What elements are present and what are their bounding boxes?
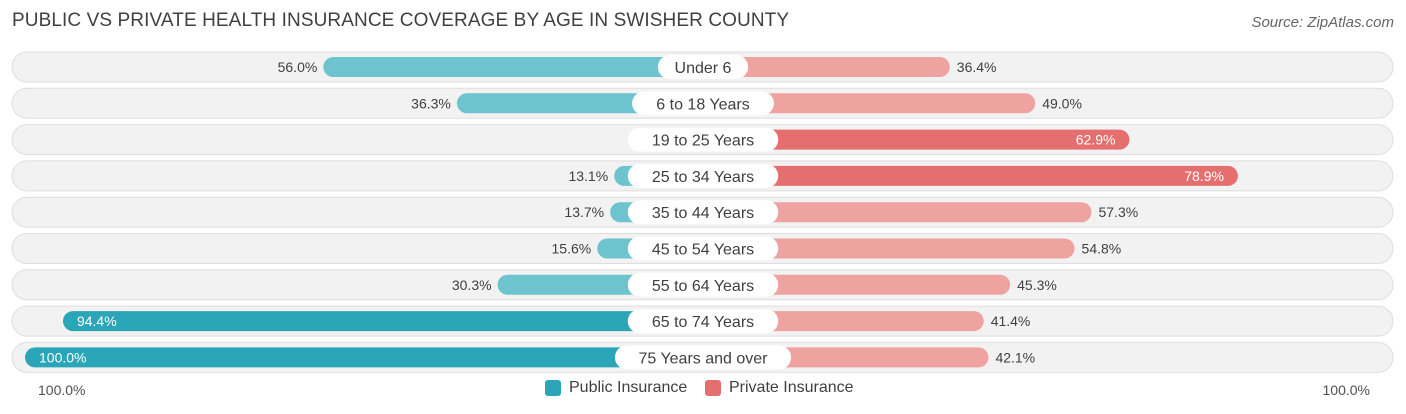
category-label: 55 to 64 Years bbox=[652, 278, 754, 295]
public-value-label: 94.4% bbox=[77, 313, 117, 329]
private-value-label: 62.9% bbox=[1076, 132, 1116, 148]
category-pill bbox=[627, 272, 779, 297]
public-value-label: 13.1% bbox=[568, 168, 608, 184]
private-bar bbox=[703, 129, 1130, 150]
private-bar bbox=[703, 238, 1075, 259]
private-bar bbox=[703, 93, 1036, 114]
category-pill bbox=[627, 127, 779, 152]
category-pill bbox=[627, 200, 779, 225]
category-label: 25 to 34 Years bbox=[652, 169, 754, 186]
private-bar bbox=[703, 202, 1092, 223]
public-bar bbox=[62, 311, 703, 332]
public-swatch-icon bbox=[545, 380, 561, 396]
category-label: 75 Years and over bbox=[639, 350, 769, 367]
private-value-label: 42.1% bbox=[995, 349, 1035, 365]
private-value-label: 45.3% bbox=[1017, 277, 1057, 293]
public-value-label: 30.3% bbox=[452, 277, 492, 293]
public-value-label: 13.7% bbox=[564, 204, 604, 220]
legend-item-public: Public Insurance bbox=[545, 379, 687, 397]
public-value-label: 100.0% bbox=[39, 349, 86, 365]
chart-title: PUBLIC VS PRIVATE HEALTH INSURANCE COVER… bbox=[12, 10, 790, 31]
category-label: Under 6 bbox=[675, 60, 732, 77]
category-label: 45 to 54 Years bbox=[652, 242, 754, 259]
public-bar bbox=[323, 57, 703, 77]
category-pill bbox=[657, 55, 749, 79]
category-label: 6 to 18 Years bbox=[656, 96, 749, 113]
public-value-label: 36.3% bbox=[411, 95, 451, 111]
public-bar bbox=[25, 347, 703, 368]
axis-right-label: 100.0% bbox=[1322, 382, 1370, 398]
category-label: 19 to 25 Years bbox=[652, 133, 754, 150]
chart-area: 56.0% 36.4% Under 6 36.3% 49.0% 6 to 18 Years… bbox=[11, 51, 1394, 373]
private-bar bbox=[703, 57, 950, 77]
legend-public-label: Public Insurance bbox=[569, 379, 688, 396]
private-bar bbox=[703, 165, 1238, 186]
private-value-label: 57.3% bbox=[1098, 204, 1138, 220]
category-label: 65 to 74 Years bbox=[652, 314, 754, 331]
private-value-label: 54.8% bbox=[1082, 241, 1122, 257]
category-pill bbox=[627, 163, 779, 188]
category-pill bbox=[614, 345, 792, 370]
private-value-label: 78.9% bbox=[1184, 168, 1224, 184]
legend-private-label: Private Insurance bbox=[729, 379, 854, 396]
public-value-label: 56.0% bbox=[278, 59, 318, 75]
private-value-label: 36.4% bbox=[957, 59, 997, 75]
source-label: Source: ZipAtlas.com bbox=[1251, 14, 1394, 31]
private-value-label: 41.4% bbox=[991, 313, 1031, 329]
private-bar bbox=[703, 274, 1011, 295]
category-pill bbox=[627, 309, 779, 334]
category-label: 35 to 44 Years bbox=[652, 205, 754, 222]
axis-left-label: 100.0% bbox=[38, 382, 86, 398]
public-value-label: 15.6% bbox=[552, 241, 592, 257]
private-value-label: 49.0% bbox=[1042, 95, 1082, 111]
category-pill bbox=[627, 236, 779, 261]
private-swatch-icon bbox=[705, 380, 721, 396]
legend-item-private: Private Insurance bbox=[705, 379, 854, 397]
category-pill bbox=[632, 91, 774, 116]
legend: Public Insurance Private Insurance bbox=[0, 379, 1406, 399]
